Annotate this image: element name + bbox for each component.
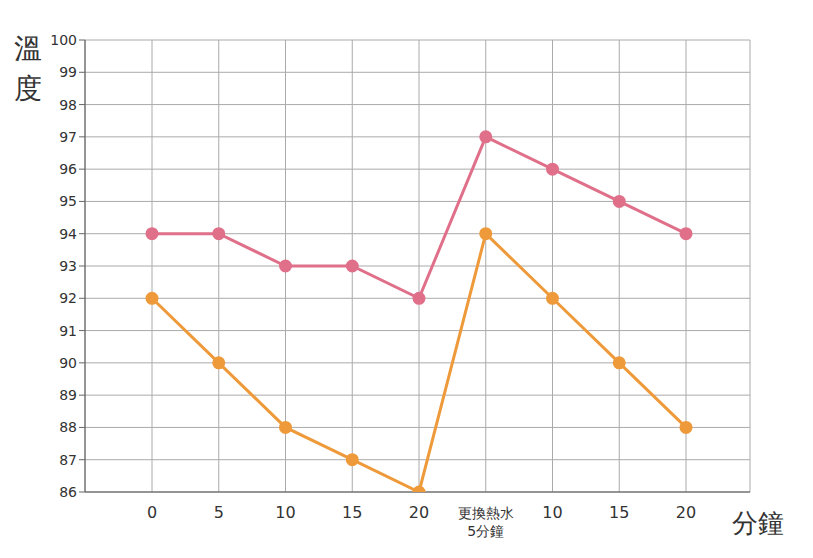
svg-text:98: 98	[59, 97, 77, 113]
svg-text:20: 20	[676, 503, 696, 522]
svg-text:5: 5	[214, 503, 224, 522]
svg-text:87: 87	[59, 452, 77, 468]
svg-text:更換熱水5分鐘: 更換熱水5分鐘	[458, 505, 514, 539]
svg-text:92: 92	[59, 290, 77, 306]
svg-text:15: 15	[342, 503, 362, 522]
svg-text:91: 91	[59, 323, 77, 339]
svg-text:99: 99	[59, 64, 77, 80]
svg-text:10: 10	[542, 503, 562, 522]
svg-text:96: 96	[59, 161, 77, 177]
svg-text:分鐘: 分鐘	[732, 508, 784, 538]
svg-text:20: 20	[409, 503, 429, 522]
svg-text:88: 88	[59, 419, 77, 435]
svg-text:90: 90	[59, 355, 77, 371]
svg-text:0: 0	[147, 503, 157, 522]
svg-text:86: 86	[59, 484, 77, 500]
svg-text:10: 10	[275, 503, 295, 522]
svg-text:89: 89	[59, 387, 77, 403]
svg-text:93: 93	[59, 258, 77, 274]
svg-text:95: 95	[59, 193, 77, 209]
svg-text:100: 100	[50, 32, 77, 48]
svg-text:溫度: 溫度	[14, 32, 42, 105]
svg-text:94: 94	[59, 226, 77, 242]
svg-text:97: 97	[59, 129, 77, 145]
svg-text:15: 15	[609, 503, 629, 522]
